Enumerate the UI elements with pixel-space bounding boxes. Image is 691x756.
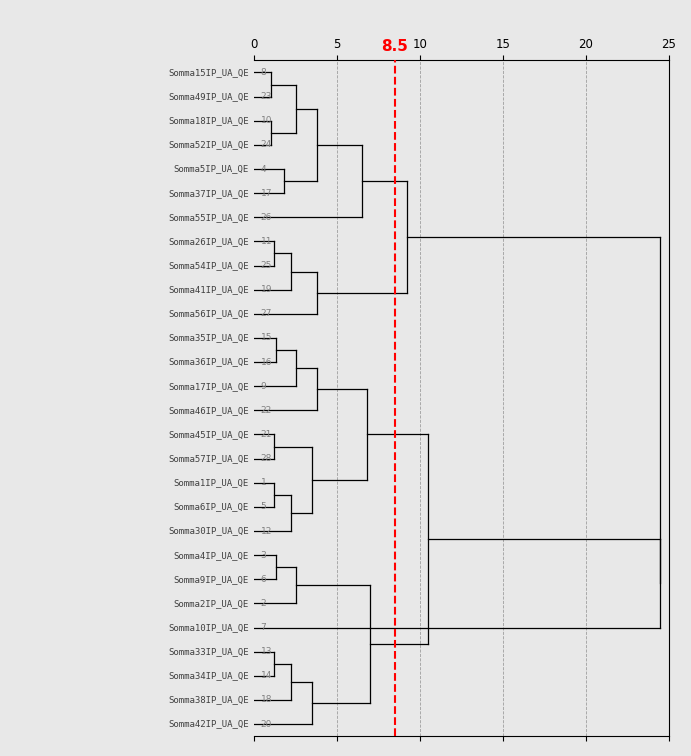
Text: Somma5IP_UA_QE: Somma5IP_UA_QE: [174, 165, 249, 174]
Text: Somma46IP_UA_QE: Somma46IP_UA_QE: [169, 406, 249, 415]
Text: 22: 22: [261, 406, 272, 415]
Text: 12: 12: [261, 526, 272, 535]
Text: 27: 27: [261, 309, 272, 318]
Text: Somma34IP_UA_QE: Somma34IP_UA_QE: [169, 671, 249, 680]
Text: 24: 24: [261, 141, 272, 150]
Text: Somma42IP_UA_QE: Somma42IP_UA_QE: [169, 720, 249, 729]
Text: 16: 16: [261, 358, 272, 367]
Text: Somma1IP_UA_QE: Somma1IP_UA_QE: [174, 479, 249, 487]
Text: 13: 13: [261, 647, 272, 656]
Text: 20: 20: [261, 720, 272, 729]
Text: 25: 25: [261, 261, 272, 270]
Text: Somma15IP_UA_QE: Somma15IP_UA_QE: [169, 68, 249, 77]
Text: 8.5: 8.5: [381, 39, 408, 54]
Text: Somma35IP_UA_QE: Somma35IP_UA_QE: [169, 333, 249, 342]
Text: 28: 28: [261, 454, 272, 463]
Text: 15: 15: [261, 333, 272, 342]
Text: Somma4IP_UA_QE: Somma4IP_UA_QE: [174, 550, 249, 559]
Text: 1: 1: [261, 479, 267, 487]
Text: 2: 2: [261, 599, 266, 608]
Text: Somma38IP_UA_QE: Somma38IP_UA_QE: [169, 696, 249, 705]
Text: Somma37IP_UA_QE: Somma37IP_UA_QE: [169, 189, 249, 197]
Text: Somma36IP_UA_QE: Somma36IP_UA_QE: [169, 358, 249, 367]
Text: 14: 14: [261, 671, 272, 680]
Text: Somma30IP_UA_QE: Somma30IP_UA_QE: [169, 526, 249, 535]
Text: 23: 23: [261, 92, 272, 101]
Text: Somma54IP_UA_QE: Somma54IP_UA_QE: [169, 261, 249, 270]
Text: 4: 4: [261, 165, 266, 174]
Text: 21: 21: [261, 430, 272, 439]
Text: Somma52IP_UA_QE: Somma52IP_UA_QE: [169, 141, 249, 150]
Text: Somma10IP_UA_QE: Somma10IP_UA_QE: [169, 623, 249, 632]
Text: Somma2IP_UA_QE: Somma2IP_UA_QE: [174, 599, 249, 608]
Text: Somma49IP_UA_QE: Somma49IP_UA_QE: [169, 92, 249, 101]
Text: 11: 11: [261, 237, 272, 246]
Text: 26: 26: [261, 212, 272, 222]
Text: Somma56IP_UA_QE: Somma56IP_UA_QE: [169, 309, 249, 318]
Text: 9: 9: [261, 382, 267, 391]
Text: 8: 8: [261, 68, 267, 77]
Text: Somma26IP_UA_QE: Somma26IP_UA_QE: [169, 237, 249, 246]
Text: 17: 17: [261, 189, 272, 197]
Text: Somma55IP_UA_QE: Somma55IP_UA_QE: [169, 212, 249, 222]
Text: Somma18IP_UA_QE: Somma18IP_UA_QE: [169, 116, 249, 125]
Text: Somma33IP_UA_QE: Somma33IP_UA_QE: [169, 647, 249, 656]
Text: Somma9IP_UA_QE: Somma9IP_UA_QE: [174, 575, 249, 584]
Text: Somma57IP_UA_QE: Somma57IP_UA_QE: [169, 454, 249, 463]
Text: Somma6IP_UA_QE: Somma6IP_UA_QE: [174, 503, 249, 511]
Text: 6: 6: [261, 575, 267, 584]
Text: 3: 3: [261, 550, 267, 559]
Text: 19: 19: [261, 285, 272, 294]
Text: Somma41IP_UA_QE: Somma41IP_UA_QE: [169, 285, 249, 294]
Text: Somma45IP_UA_QE: Somma45IP_UA_QE: [169, 430, 249, 439]
Text: 5: 5: [261, 503, 267, 511]
Text: 18: 18: [261, 696, 272, 705]
Text: 7: 7: [261, 623, 267, 632]
Text: Somma17IP_UA_QE: Somma17IP_UA_QE: [169, 382, 249, 391]
Text: 10: 10: [261, 116, 272, 125]
